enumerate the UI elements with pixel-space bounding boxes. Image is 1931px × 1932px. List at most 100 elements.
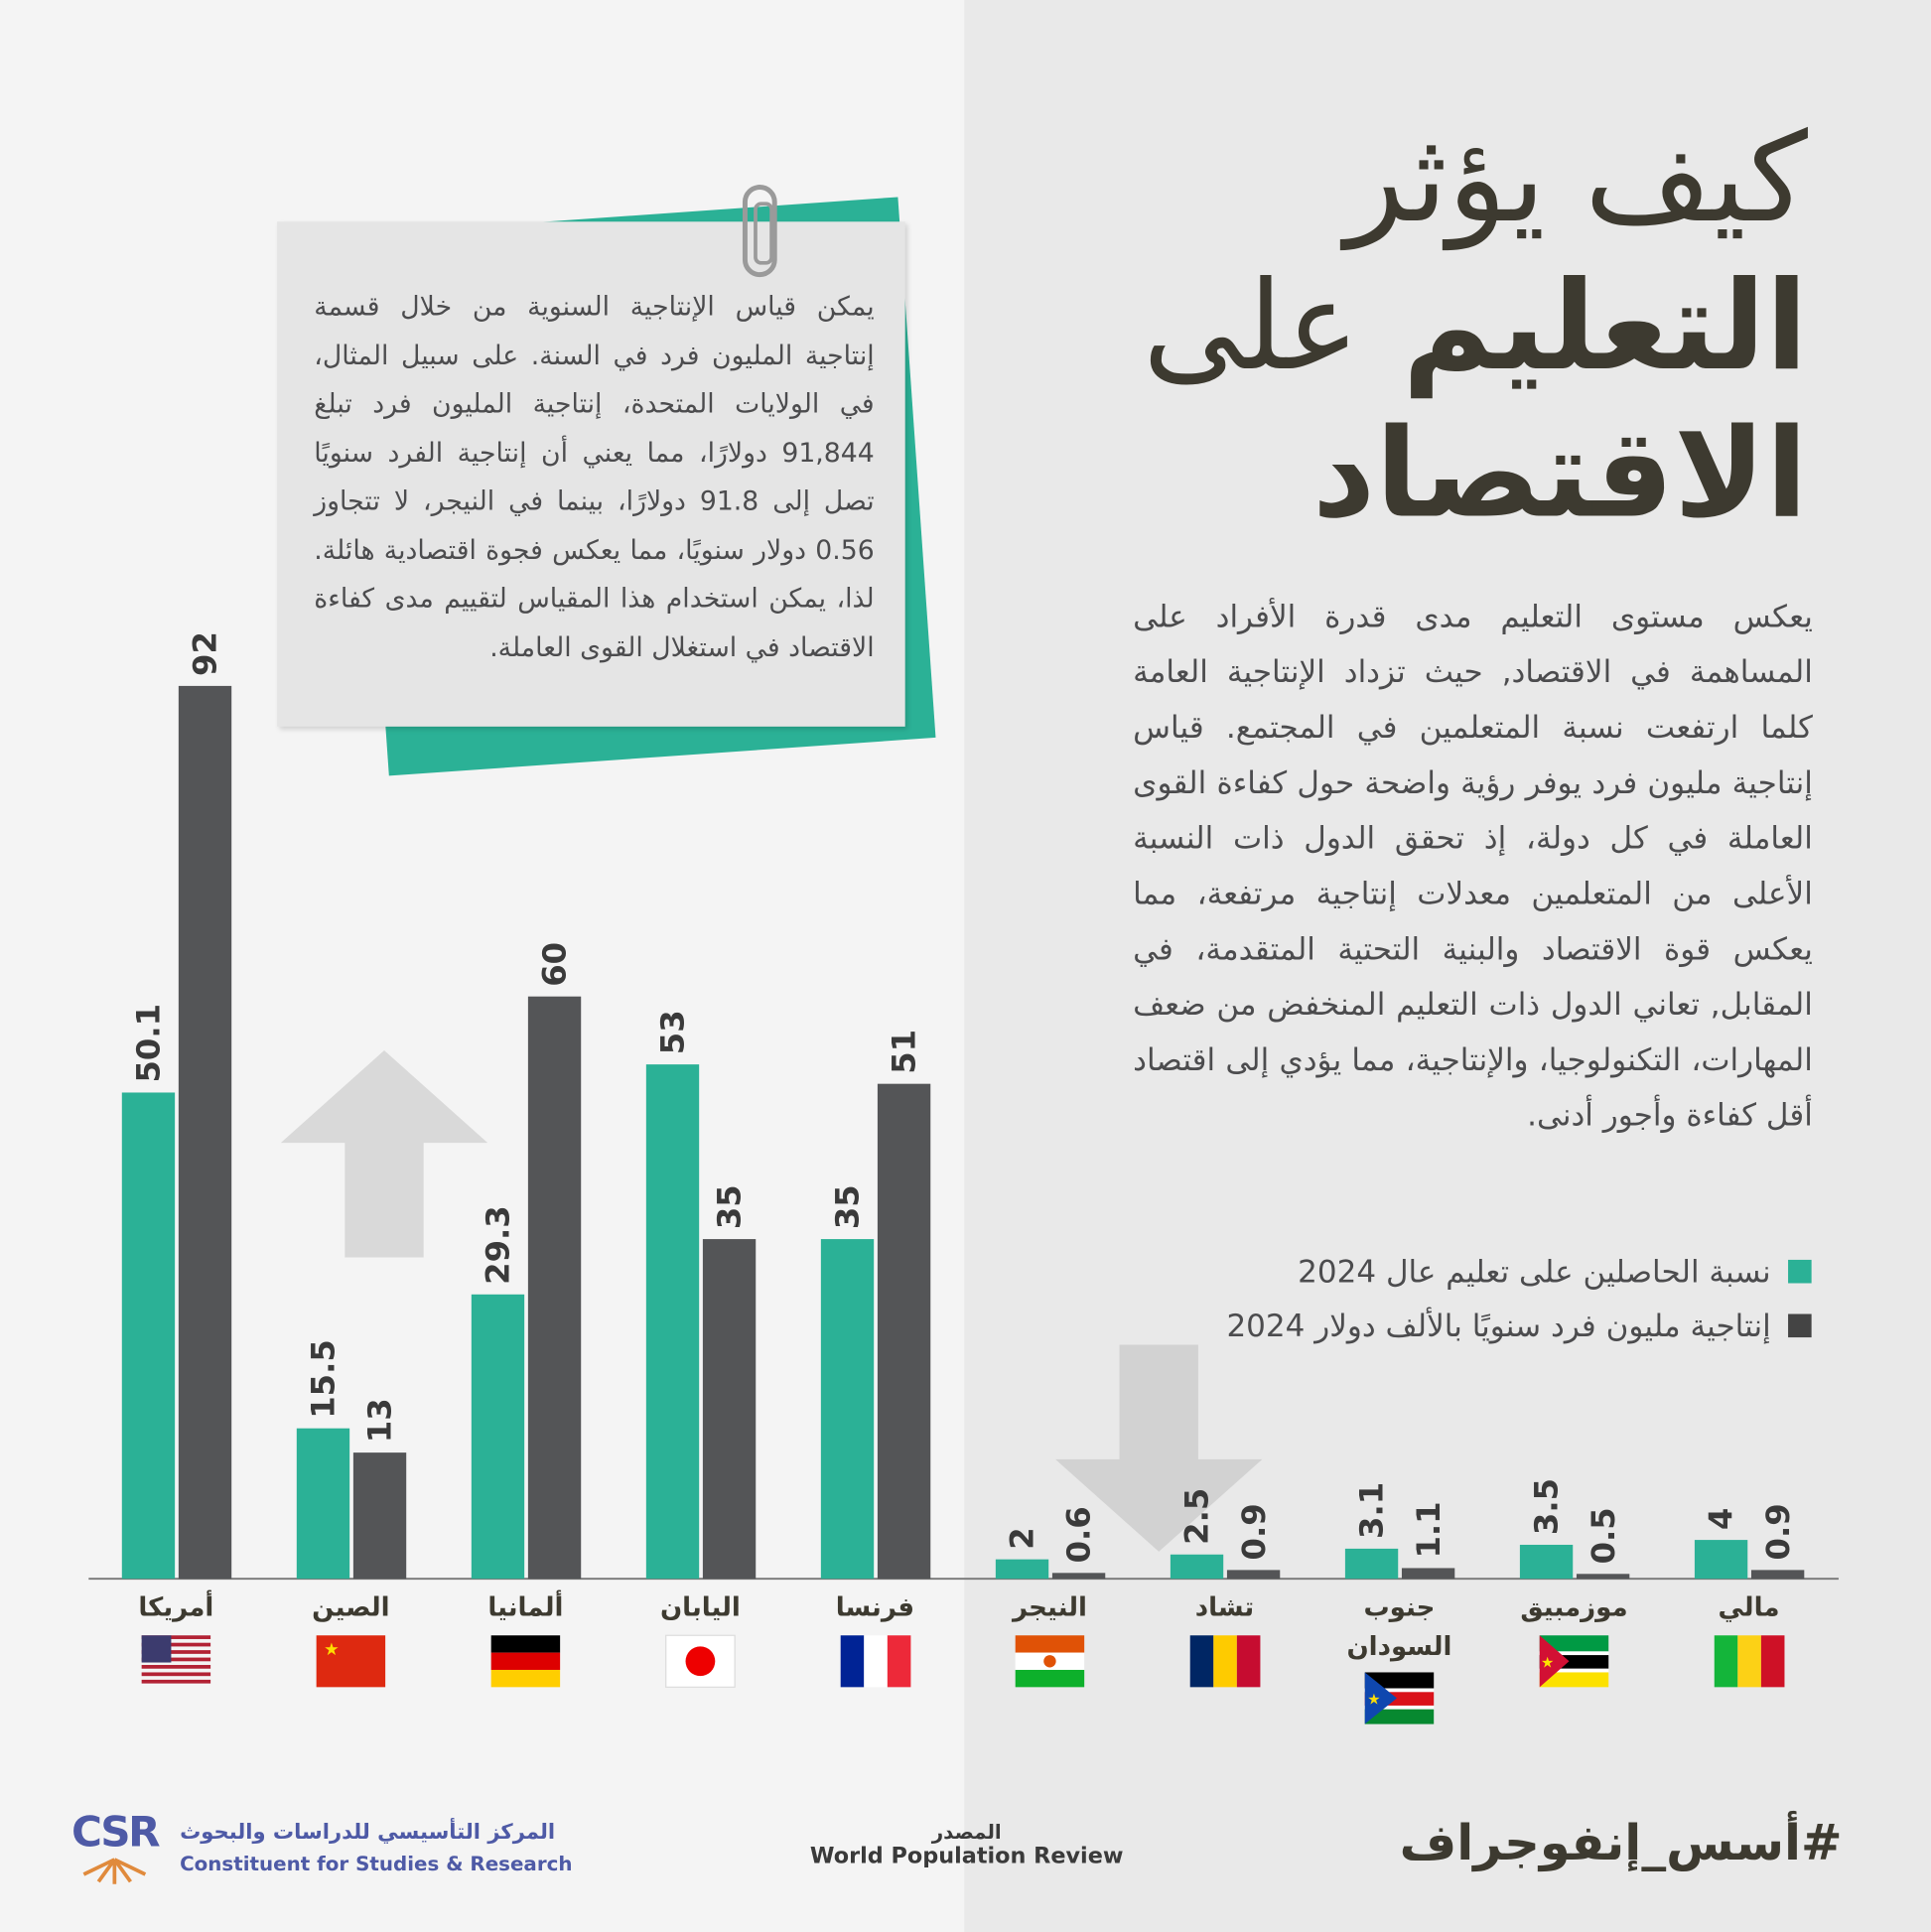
bar-productivity (1401, 1568, 1455, 1580)
flag-stripe (1539, 1635, 1609, 1652)
note-card: يمكن قياس الإنتاجية السنوية من خلال قسمة… (277, 221, 905, 727)
flag-stripe (141, 1657, 211, 1662)
org-name-english: Constituent for Studies & Research (180, 1852, 573, 1876)
source-label: المصدر (931, 1820, 1002, 1844)
bar-education (1694, 1540, 1748, 1580)
logo-sunburst-icon (82, 1858, 147, 1884)
legend-label: إنتاجية مليون فرد سنويًا بالألف دولار 20… (1226, 1308, 1771, 1344)
data-label: 35 (711, 1184, 749, 1229)
title-bold-word: التعليم (1402, 253, 1808, 398)
data-label: 3.1 (1353, 1482, 1391, 1539)
bar-productivity (178, 685, 232, 1580)
flag-stripe (1364, 1705, 1435, 1710)
legend-swatch-teal (1788, 1259, 1812, 1284)
data-label: 60 (536, 942, 574, 987)
flag-stripe (840, 1635, 865, 1688)
bar-productivity (877, 1083, 931, 1580)
down-arrow-icon (1055, 1344, 1263, 1552)
flag-stripe (141, 1672, 211, 1677)
data-label: 0.6 (1060, 1506, 1098, 1563)
bar-education (995, 1559, 1049, 1580)
title-line-1: كيف يؤثر (1345, 105, 1808, 250)
hashtag: #أسس_إنفوجراف (1399, 1815, 1843, 1872)
data-label: 29.3 (480, 1205, 517, 1285)
flag-field (316, 1635, 386, 1688)
data-label: 4 (1703, 1508, 1740, 1530)
data-label: 13 (361, 1398, 399, 1443)
flag-stripe (864, 1635, 888, 1688)
category-label: اليابان (660, 1592, 741, 1622)
bar-education (296, 1428, 350, 1580)
data-label: 2.5 (1178, 1488, 1216, 1545)
source-name: World Population Review (809, 1843, 1124, 1869)
flag-stripe (1364, 1709, 1435, 1725)
flag-stripe (1189, 1635, 1214, 1688)
flag-stripe (1364, 1672, 1435, 1689)
data-label: 3.5 (1528, 1478, 1566, 1535)
right-panel-background (964, 0, 1931, 1932)
flag-stripe (1213, 1635, 1237, 1688)
flag-stripe (141, 1642, 211, 1647)
logo-mark: CSR (70, 1807, 161, 1858)
title-line-3: الاقتصاد (1311, 401, 1808, 546)
flag-stripe (887, 1635, 911, 1688)
category-label: فرنسا (836, 1592, 914, 1622)
flag-star: ★ (324, 1640, 340, 1660)
category-label: تشاد (1195, 1592, 1254, 1622)
bar-education (1170, 1554, 1224, 1580)
flag-triangle (1364, 1672, 1397, 1725)
legend-item-education: نسبة الحاصلين على تعليم عال 2024 (1298, 1253, 1812, 1290)
category-label: الصين (312, 1592, 389, 1622)
flag-stripe (1737, 1635, 1761, 1688)
note-text: يمكن قياس الإنتاجية السنوية من خلال قسمة… (314, 291, 875, 663)
flag-stripe (1539, 1672, 1609, 1688)
flag-stripe (1539, 1651, 1609, 1656)
intro-paragraph: يعكس مستوى التعليم مدى قدرة الأفراد على … (1133, 598, 1813, 1134)
data-label: 0.5 (1585, 1507, 1622, 1564)
title-line-2: التعليم على (1143, 264, 1808, 388)
bar-education (471, 1294, 525, 1580)
category-label: ألمانيا (487, 1589, 563, 1622)
category-label: السودان (1346, 1632, 1451, 1662)
category-label: موزمبيق (1520, 1592, 1627, 1622)
bar-education (121, 1092, 176, 1580)
data-label: 53 (654, 1010, 692, 1054)
flag-star: ★ (1541, 1654, 1554, 1672)
flag-stripe (1236, 1635, 1261, 1688)
flag-disc (685, 1646, 716, 1677)
flag-stripe (490, 1669, 561, 1688)
bar-education (820, 1239, 875, 1580)
flag-stripe (1714, 1635, 1738, 1688)
legend-label: نسبة الحاصلين على تعليم عال 2024 (1298, 1253, 1771, 1290)
source: المصدر World Population Review (788, 1820, 1146, 1869)
data-label: 15.5 (305, 1339, 343, 1419)
flag-canton (141, 1635, 172, 1663)
flag-stripe (1364, 1688, 1435, 1693)
category-label: جنوب (1364, 1592, 1436, 1622)
bar-productivity (1226, 1570, 1281, 1580)
logo: CSR المركز التأسيسي للدراسات والبحوث Con… (70, 1807, 573, 1891)
category-label: مالي (1718, 1592, 1779, 1622)
data-label: 92 (187, 631, 224, 676)
flag-disc (1043, 1655, 1056, 1668)
flag-stripe (1539, 1668, 1609, 1673)
title-light-word: على (1142, 253, 1360, 398)
legend-item-productivity: إنتاجية مليون فرد سنويًا بالألف دولار 20… (1226, 1308, 1812, 1344)
data-label: 51 (886, 1030, 923, 1074)
category-label: النيجر (1011, 1592, 1087, 1622)
bar-education (645, 1064, 700, 1580)
bar-productivity (1051, 1573, 1106, 1580)
flag-stripe (1760, 1635, 1785, 1688)
data-label: 1.1 (1410, 1501, 1448, 1558)
data-label: 50.1 (130, 1004, 168, 1083)
bar-productivity (527, 996, 582, 1580)
org-name-arabic: المركز التأسيسي للدراسات والبحوث (180, 1820, 556, 1846)
flag-stripe (1015, 1669, 1085, 1688)
data-label: 0.9 (1759, 1503, 1797, 1560)
data-label: 0.9 (1235, 1503, 1273, 1560)
data-label: 35 (829, 1184, 867, 1229)
bar-productivity (1576, 1574, 1630, 1580)
bar-education (1519, 1544, 1574, 1580)
